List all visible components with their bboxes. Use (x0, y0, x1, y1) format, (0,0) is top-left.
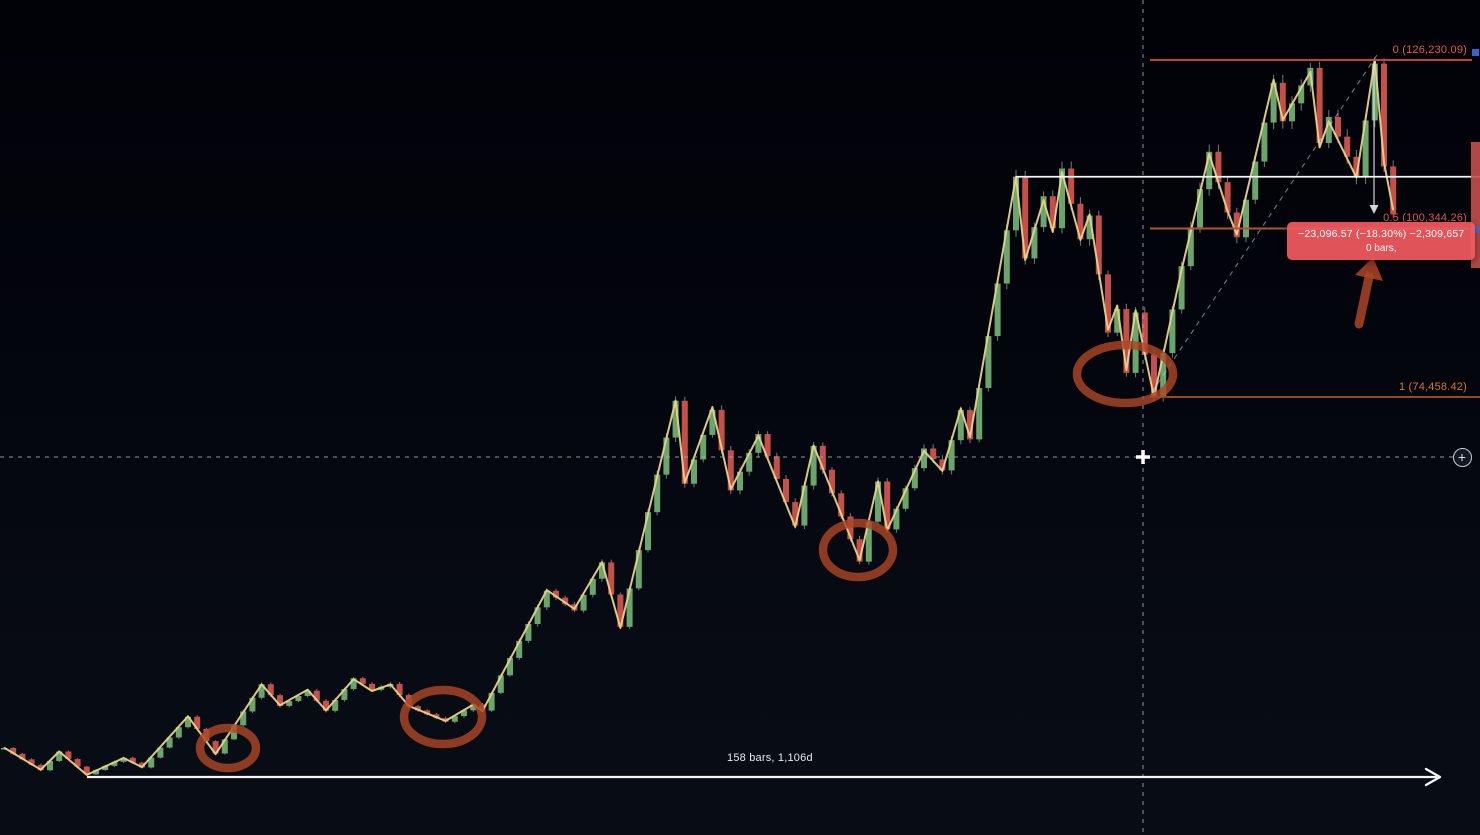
candle-wicks (3, 57, 1394, 776)
edge-artifacts (1471, 49, 1480, 268)
bars-measure-label: 158 bars, 1,106d (727, 752, 813, 764)
fib-label-0_5[interactable]: 0.5 (100,344.26) (1383, 212, 1467, 225)
price-range-tooltip-values: −23,096.57 (−18.30%) −2,309,657 (1298, 228, 1465, 240)
bars-measure-arrow[interactable] (87, 767, 1442, 787)
dashed-trendline[interactable] (1151, 54, 1378, 393)
fib-label-1[interactable]: 1 (74,458.42) (1398, 381, 1467, 393)
price-range-tooltip[interactable]: −23,096.57 (−18.30%) −2,309,657 0 bars, (1287, 222, 1476, 260)
price-measure-line[interactable] (1369, 61, 1379, 214)
hand-drawn-markings[interactable] (195, 257, 1383, 773)
zigzag-line (3, 59, 1395, 776)
price-range-tooltip-bars: 0 bars, (1365, 243, 1397, 254)
candle-bodies (1, 63, 1397, 775)
crosshair-target-icon[interactable]: + (1452, 447, 1472, 467)
fib-label-0[interactable]: 0 (126,230.09) (1392, 44, 1467, 56)
